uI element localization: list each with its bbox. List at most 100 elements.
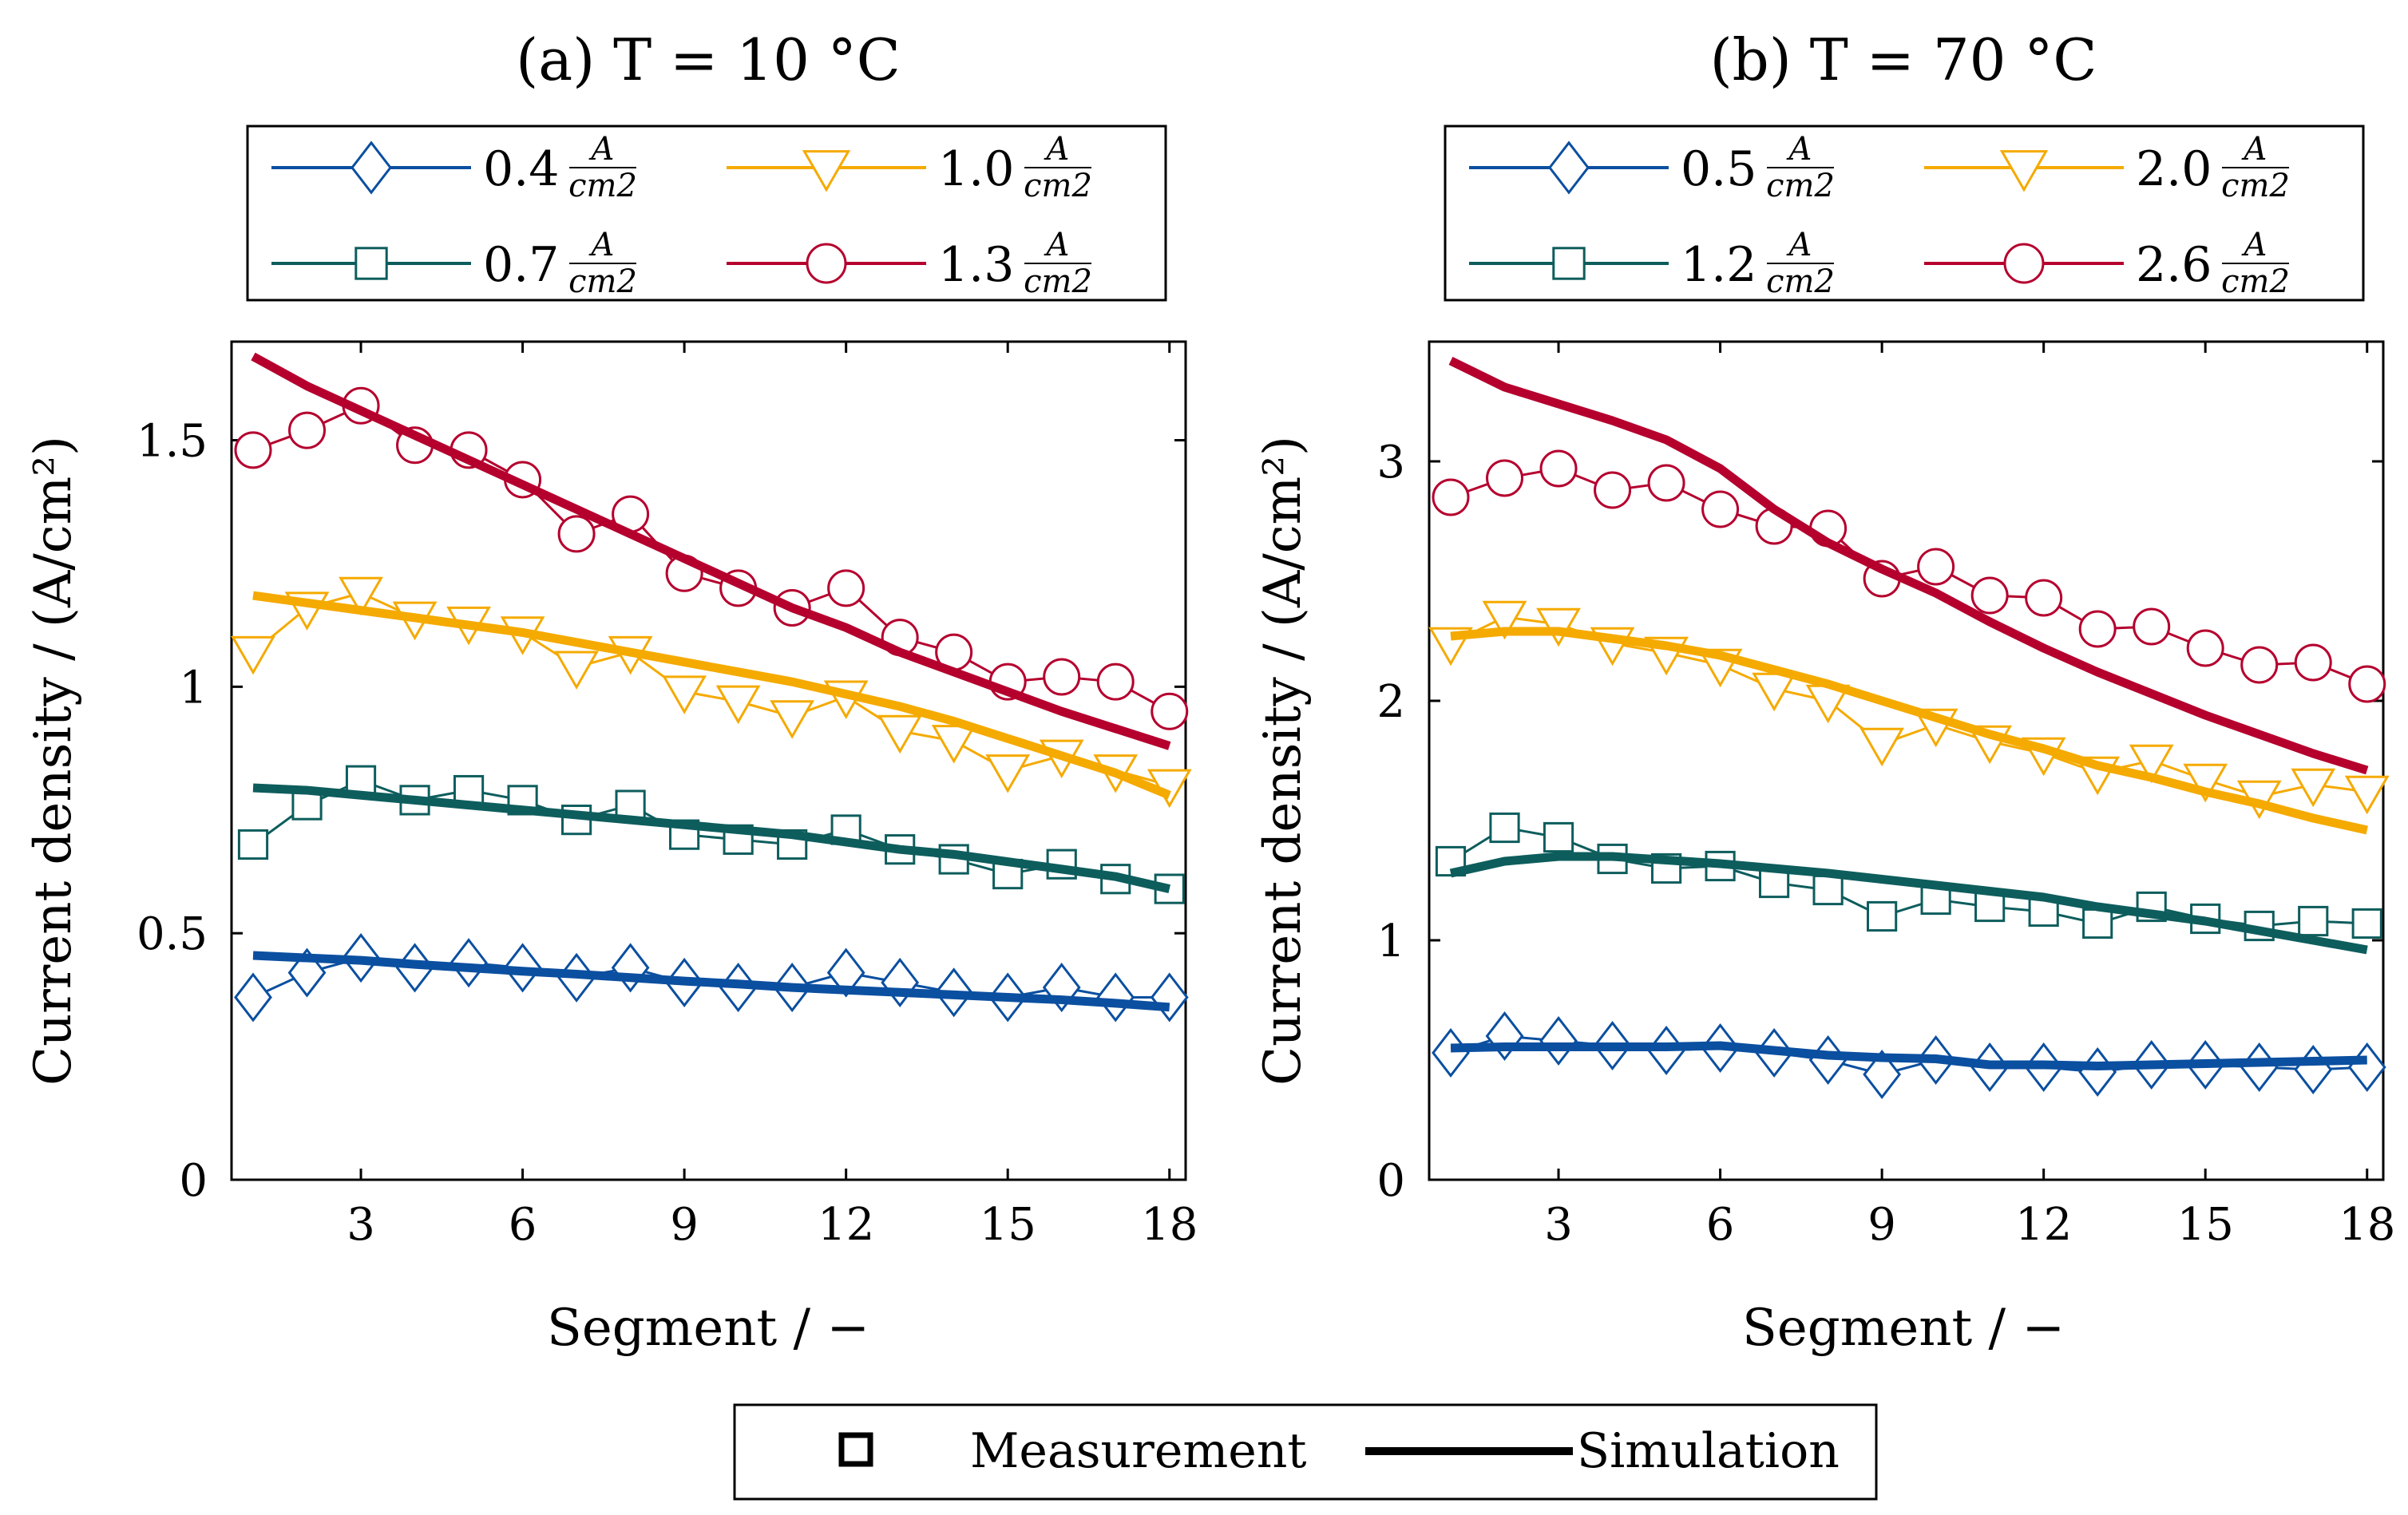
panel-a-series-2-point xyxy=(770,700,815,739)
panel-a-legend-value-1: 0.7 xyxy=(483,237,559,293)
panel-b-series-3-point xyxy=(2186,629,2224,667)
panel-a-plot-frame xyxy=(230,340,1187,1181)
panel-a-legend-value-0: 0.4 xyxy=(483,141,559,197)
panel-b-series-1-point xyxy=(2298,905,2329,937)
panel-b-legend-unit-den-0: cm2 xyxy=(1766,168,1835,204)
bottom-legend: Measurement Simulation xyxy=(733,1403,1878,1501)
panel-a-xtick-label: 18 xyxy=(1141,1199,1198,1251)
panel-b-legend-marker-3 xyxy=(2003,243,2045,284)
panel-a-series-0-point xyxy=(1150,972,1189,1023)
panel-b-series-3-simulation-line xyxy=(1448,357,2369,775)
panel-a-legend-unit-num-1: A xyxy=(588,227,615,263)
panel-b-series-1-point xyxy=(2351,908,2382,939)
panel-b-series-3-point xyxy=(2294,643,2332,682)
panel-b-legend-unit-den-1: cm2 xyxy=(1766,263,1835,300)
panel-a-series-2-point xyxy=(985,754,1031,793)
panel-b-xlabel: Segment / − xyxy=(1742,1299,2065,1358)
panel-a-legend-unit-den-0: cm2 xyxy=(568,168,637,204)
panel-a-series-0-point xyxy=(234,972,272,1023)
panel-a-series-2-point xyxy=(931,725,976,764)
panel-b-series-3-point xyxy=(1539,449,1578,488)
panel-a-series-3-simulation-line xyxy=(251,352,1171,750)
panel-a-legend-unit-den-3: cm2 xyxy=(1024,263,1092,300)
panel-a-ytick-label: 0 xyxy=(179,1155,208,1207)
panel-b-xtick-label: 3 xyxy=(1544,1199,1573,1251)
panel-b-series-3-point xyxy=(2348,665,2386,703)
panel-a-ytick-label: 1.5 xyxy=(137,416,208,468)
panel-b-series-3-point xyxy=(1917,548,1955,586)
panel-b-legend-unit-num-1: A xyxy=(1786,227,1812,263)
panel-a-series-3-point xyxy=(1096,663,1135,701)
panel-a-series-0-point xyxy=(826,947,865,998)
panel-a-xtick-label: 6 xyxy=(509,1199,537,1251)
panel-b-xtick-label: 12 xyxy=(2015,1199,2072,1251)
panel-b-legend-marker-1 xyxy=(1552,247,1586,280)
panel-b-legend-unit-den-2: cm2 xyxy=(2221,168,2290,204)
panel-b-series-3-point xyxy=(2078,610,2117,648)
panel-a-ytick-label: 0.5 xyxy=(137,908,208,960)
panel-a-xtick-label: 15 xyxy=(980,1199,1036,1251)
panel-b-series-1-point xyxy=(1543,821,1574,853)
panel-b-series-3-point xyxy=(1970,576,2009,615)
panel-a-ytick-label: 1 xyxy=(179,662,208,714)
panel-b-series-3-point xyxy=(1701,490,1740,528)
panel-a-series-0-point xyxy=(881,957,920,1008)
panel-b-xtick-label: 9 xyxy=(1867,1199,1896,1251)
measurement-label: Measurement xyxy=(970,1423,1307,1479)
panel-b-ylabel: Current density / (A/cm²) xyxy=(1254,436,1313,1086)
panel-b-legend-marker-2 xyxy=(1999,150,2049,192)
panel-b-series-0-point xyxy=(1863,1049,1902,1100)
simulation-label: Simulation xyxy=(1577,1423,1840,1479)
panel-a-legend-marker-0 xyxy=(351,140,392,195)
panel-a-series-3-point xyxy=(827,569,865,607)
panel-b-series-1-point xyxy=(2082,908,2113,939)
panel-b-series-3-point xyxy=(1647,464,1685,502)
panel-b-series-2-simulation-line xyxy=(1450,627,2368,835)
panel-b-series-2-point xyxy=(2344,775,2390,815)
bottom-legend-box xyxy=(733,1403,1878,1501)
panel-b-legend-value-0: 0.5 xyxy=(1681,141,1756,197)
panel-b-legend-unit-num-3: A xyxy=(2241,227,2267,263)
panel-a-series-3-point xyxy=(234,431,272,469)
panel-a-series-3-point xyxy=(288,411,327,449)
panel-a-xtick-label: 3 xyxy=(347,1199,375,1251)
panel-b-ytick-label: 3 xyxy=(1376,437,1405,489)
panel-b-legend-value-2: 2.0 xyxy=(2136,141,2212,197)
panel-a-series-0-simulation-line xyxy=(252,951,1170,1012)
panel-a-legend-unit-den-2: cm2 xyxy=(1024,168,1092,204)
panel-a-xlabel: Segment / − xyxy=(547,1299,869,1358)
panel-b-series-3-point xyxy=(1432,478,1470,516)
panel-b-series-0-point xyxy=(1539,1015,1578,1066)
panel-b-series-1-point xyxy=(1867,900,1898,932)
panel-b-legend-value-3: 2.6 xyxy=(2136,237,2212,293)
panel-a-legend-unit-den-1: cm2 xyxy=(568,263,637,300)
panel-a-series-2-measurement-line xyxy=(252,591,1170,787)
panel-a-series-0-point xyxy=(1042,963,1081,1013)
panel-b-series-1-measurement-line xyxy=(1450,826,2367,928)
panel-a-legend-value-2: 1.0 xyxy=(938,141,1014,197)
panel-b-xtick-label: 6 xyxy=(1706,1199,1735,1251)
panel-a-series-2-point xyxy=(662,675,707,714)
panel-a-series-2-point xyxy=(877,714,923,754)
panel-b-series-1-point xyxy=(1489,812,1520,844)
panel-b-ytick-label: 2 xyxy=(1376,676,1405,728)
panel-b-series-2-point xyxy=(2183,763,2228,803)
panel-a-series-3-point xyxy=(557,515,596,553)
panel-b-xtick-label: 15 xyxy=(2177,1199,2234,1251)
panel-a-series-2-point xyxy=(715,685,761,725)
panel-a-plot: 3 6 9 12 15 18 0 0.5 1 1.5 xyxy=(137,342,1198,1251)
panel-a-ylabel: Current density / (A/cm²) xyxy=(24,436,83,1086)
panel-b-legend-unit-den-3: cm2 xyxy=(2221,263,2290,300)
panel-b-series-3-point xyxy=(1594,471,1632,509)
panel-a-legend-marker-2 xyxy=(802,150,851,192)
panel-b-series-3-point xyxy=(1486,459,1524,497)
panel-b-series-2-point xyxy=(2291,768,2336,808)
panel-b-title: (b) T = 70 °C xyxy=(1710,26,2097,93)
panel-b-legend-box xyxy=(1444,125,2365,302)
panel-a-legend-unit-num-0: A xyxy=(588,131,615,168)
panel-b-plot-frame xyxy=(1428,340,2385,1181)
panel-b-legend-marker-0 xyxy=(1548,140,1590,195)
